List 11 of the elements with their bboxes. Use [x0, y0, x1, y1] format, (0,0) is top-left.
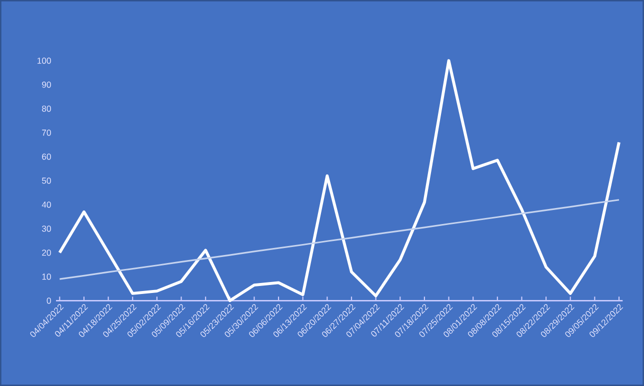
y-tick-label: 100: [38, 58, 51, 64]
y-tick-label: 40: [42, 202, 51, 208]
y-tick-label: 0: [46, 298, 51, 304]
y-tick-label: 50: [42, 178, 51, 184]
y-tick-label: 20: [42, 250, 51, 256]
y-tick-label: 30: [42, 226, 51, 232]
y-tick-label: 70: [42, 130, 51, 136]
y-tick-label: 60: [42, 154, 51, 160]
y-tick-label: 80: [42, 106, 51, 112]
y-tick-label: 10: [42, 274, 51, 280]
y-tick-label: 90: [42, 82, 51, 88]
